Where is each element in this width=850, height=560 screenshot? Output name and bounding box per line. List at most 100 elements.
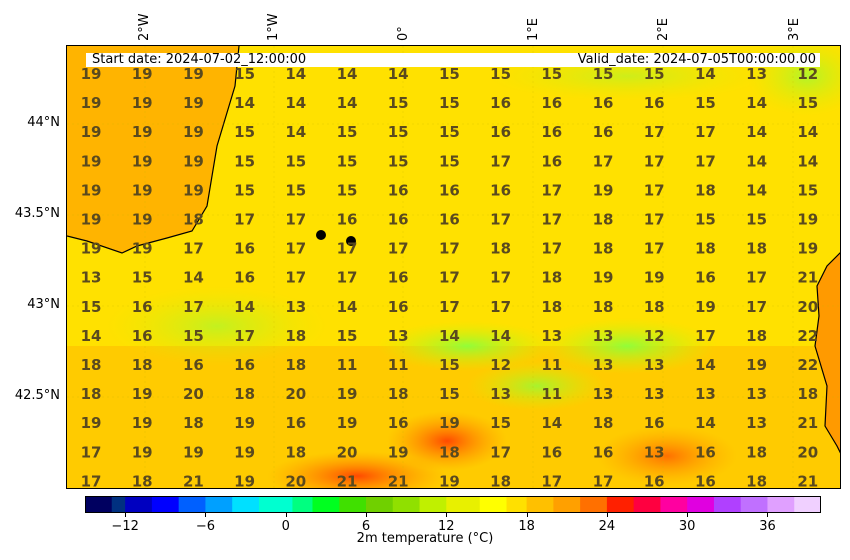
- grid-value-label: 17: [285, 269, 306, 287]
- info-bar: [86, 53, 820, 67]
- grid-value-label: 19: [132, 414, 153, 432]
- colorbar-segment: [372, 496, 380, 513]
- grid-value-label: 17: [541, 181, 562, 199]
- colorbar-segment: [539, 496, 548, 513]
- grid-value-label: 18: [695, 240, 716, 258]
- colorbar-segment: [506, 496, 514, 513]
- grid-value-label: 22: [797, 327, 818, 345]
- lon-label: 1°E: [526, 18, 541, 41]
- grid-value-label: 15: [439, 356, 460, 374]
- start-date-label: Start date: 2024-07-02_12:00:00: [92, 52, 307, 67]
- colorbar-segment: [238, 496, 247, 513]
- grid-value-label: 18: [593, 414, 614, 432]
- grid-value-label: 16: [593, 123, 614, 141]
- grid-value-label: 13: [644, 356, 665, 374]
- colorbar-segment: [366, 496, 374, 513]
- map-panel: 19 19 19 15 14 14 14 15 15 15 15 15 14 13 12 19 19 19 14 14…: [66, 45, 841, 489]
- grid-value-label: 17: [644, 123, 665, 141]
- grid-value-label: 19: [183, 152, 204, 170]
- colorbar-tick-label: 12: [438, 519, 455, 534]
- grid-value-label: 15: [234, 152, 255, 170]
- colorbar-segment: [299, 496, 307, 513]
- grid-value-label: 16: [541, 152, 562, 170]
- grid-value-label: 19: [81, 211, 102, 229]
- grid-value-label: 19: [388, 443, 409, 461]
- colorbar-segment: [212, 496, 220, 513]
- grid-value-label: 19: [644, 269, 665, 287]
- grid-value-label: 19: [183, 65, 204, 83]
- grid-value-label: 18: [746, 472, 767, 489]
- grid-value-label: 20: [797, 443, 818, 461]
- grid-value-label: 15: [183, 327, 204, 345]
- grid-value-label: 15: [490, 414, 511, 432]
- colorbar-segment: [138, 496, 146, 513]
- grid-value-label: 15: [797, 181, 818, 199]
- grid-value-label: 15: [439, 123, 460, 141]
- grid-value-label: 16: [337, 211, 358, 229]
- colorbar-segment: [258, 496, 267, 513]
- colorbar-segment: [178, 496, 186, 513]
- grid-value-label: 15: [439, 385, 460, 403]
- grid-value-label: 15: [337, 327, 358, 345]
- colorbar-segment: [392, 496, 400, 513]
- grid-value-label: 17: [81, 443, 102, 461]
- grid-value-label: 17: [490, 269, 511, 287]
- temperature-field: 19 19 19 15 14 14 14 15 15 15 15 15 14 13 12 19 19 19 14 14…: [67, 46, 840, 489]
- colorbar-segment: [332, 496, 340, 513]
- lon-label: 1°W: [266, 13, 281, 41]
- lon-label: 0°: [396, 26, 411, 41]
- grid-value-label: 19: [132, 240, 153, 258]
- grid-value-label: 16: [388, 211, 409, 229]
- grid-value-label: 14: [337, 298, 358, 316]
- colorbar-segment: [787, 496, 795, 513]
- valid-date-label: Valid_date: 2024-07-05T00:00:00.00: [577, 52, 816, 67]
- lon-label: 2°W: [137, 13, 152, 41]
- grid-value-label: 14: [746, 123, 767, 141]
- grid-value-label: 18: [644, 298, 665, 316]
- colorbar-tickmark: [285, 513, 287, 517]
- colorbar-segment: [265, 496, 273, 513]
- grid-value-label: 15: [695, 94, 716, 112]
- colorbar-segment: [586, 496, 595, 513]
- colorbar-segment: [573, 496, 581, 513]
- grid-value-label: 17: [541, 472, 562, 489]
- grid-value-label: 15: [439, 65, 460, 83]
- colorbar-segment: [600, 496, 608, 513]
- grid-value-label: 18: [490, 240, 511, 258]
- grid-value-label: 18: [285, 327, 306, 345]
- hot-spot: [597, 426, 737, 486]
- colorbar-segment: [171, 496, 180, 513]
- colorbar-segment: [707, 496, 715, 513]
- grid-value-label: 16: [132, 327, 153, 345]
- grid-value-label: 16: [695, 269, 716, 287]
- grid-value-label: 14: [285, 94, 306, 112]
- grid-value-label: 18: [81, 385, 102, 403]
- colorbar-tick-label: 18: [518, 519, 535, 534]
- colorbar-segment: [814, 496, 821, 513]
- grid-value-label: 15: [234, 123, 255, 141]
- grid-value-label: 19: [183, 123, 204, 141]
- grid-value-label: 15: [695, 211, 716, 229]
- colorbar-segment: [580, 496, 588, 513]
- colorbar-tickmark: [687, 513, 689, 517]
- colorbar-segment: [218, 496, 227, 513]
- colorbar-segment: [91, 496, 99, 513]
- colorbar-segment: [339, 496, 347, 513]
- colorbar-segment: [533, 496, 541, 513]
- colorbar-segment: [767, 496, 775, 513]
- colorbar-tick-label: −6: [195, 519, 216, 534]
- colorbar-segment: [205, 496, 213, 513]
- grid-value-label: 15: [388, 152, 409, 170]
- grid-value-label: 14: [234, 94, 255, 112]
- grid-value-label: 14: [746, 181, 767, 199]
- grid-value-label: 19: [81, 414, 102, 432]
- city-marker: [346, 236, 356, 246]
- grid-value-label: 14: [81, 327, 102, 345]
- grid-value-label: 19: [81, 123, 102, 141]
- colorbar-tickmark: [205, 513, 207, 517]
- colorbar-segment: [620, 496, 628, 513]
- grid-value-label: 19: [81, 181, 102, 199]
- grid-value-label: 20: [285, 472, 306, 489]
- grid-value-label: 14: [388, 65, 409, 83]
- grid-value-label: 17: [746, 298, 767, 316]
